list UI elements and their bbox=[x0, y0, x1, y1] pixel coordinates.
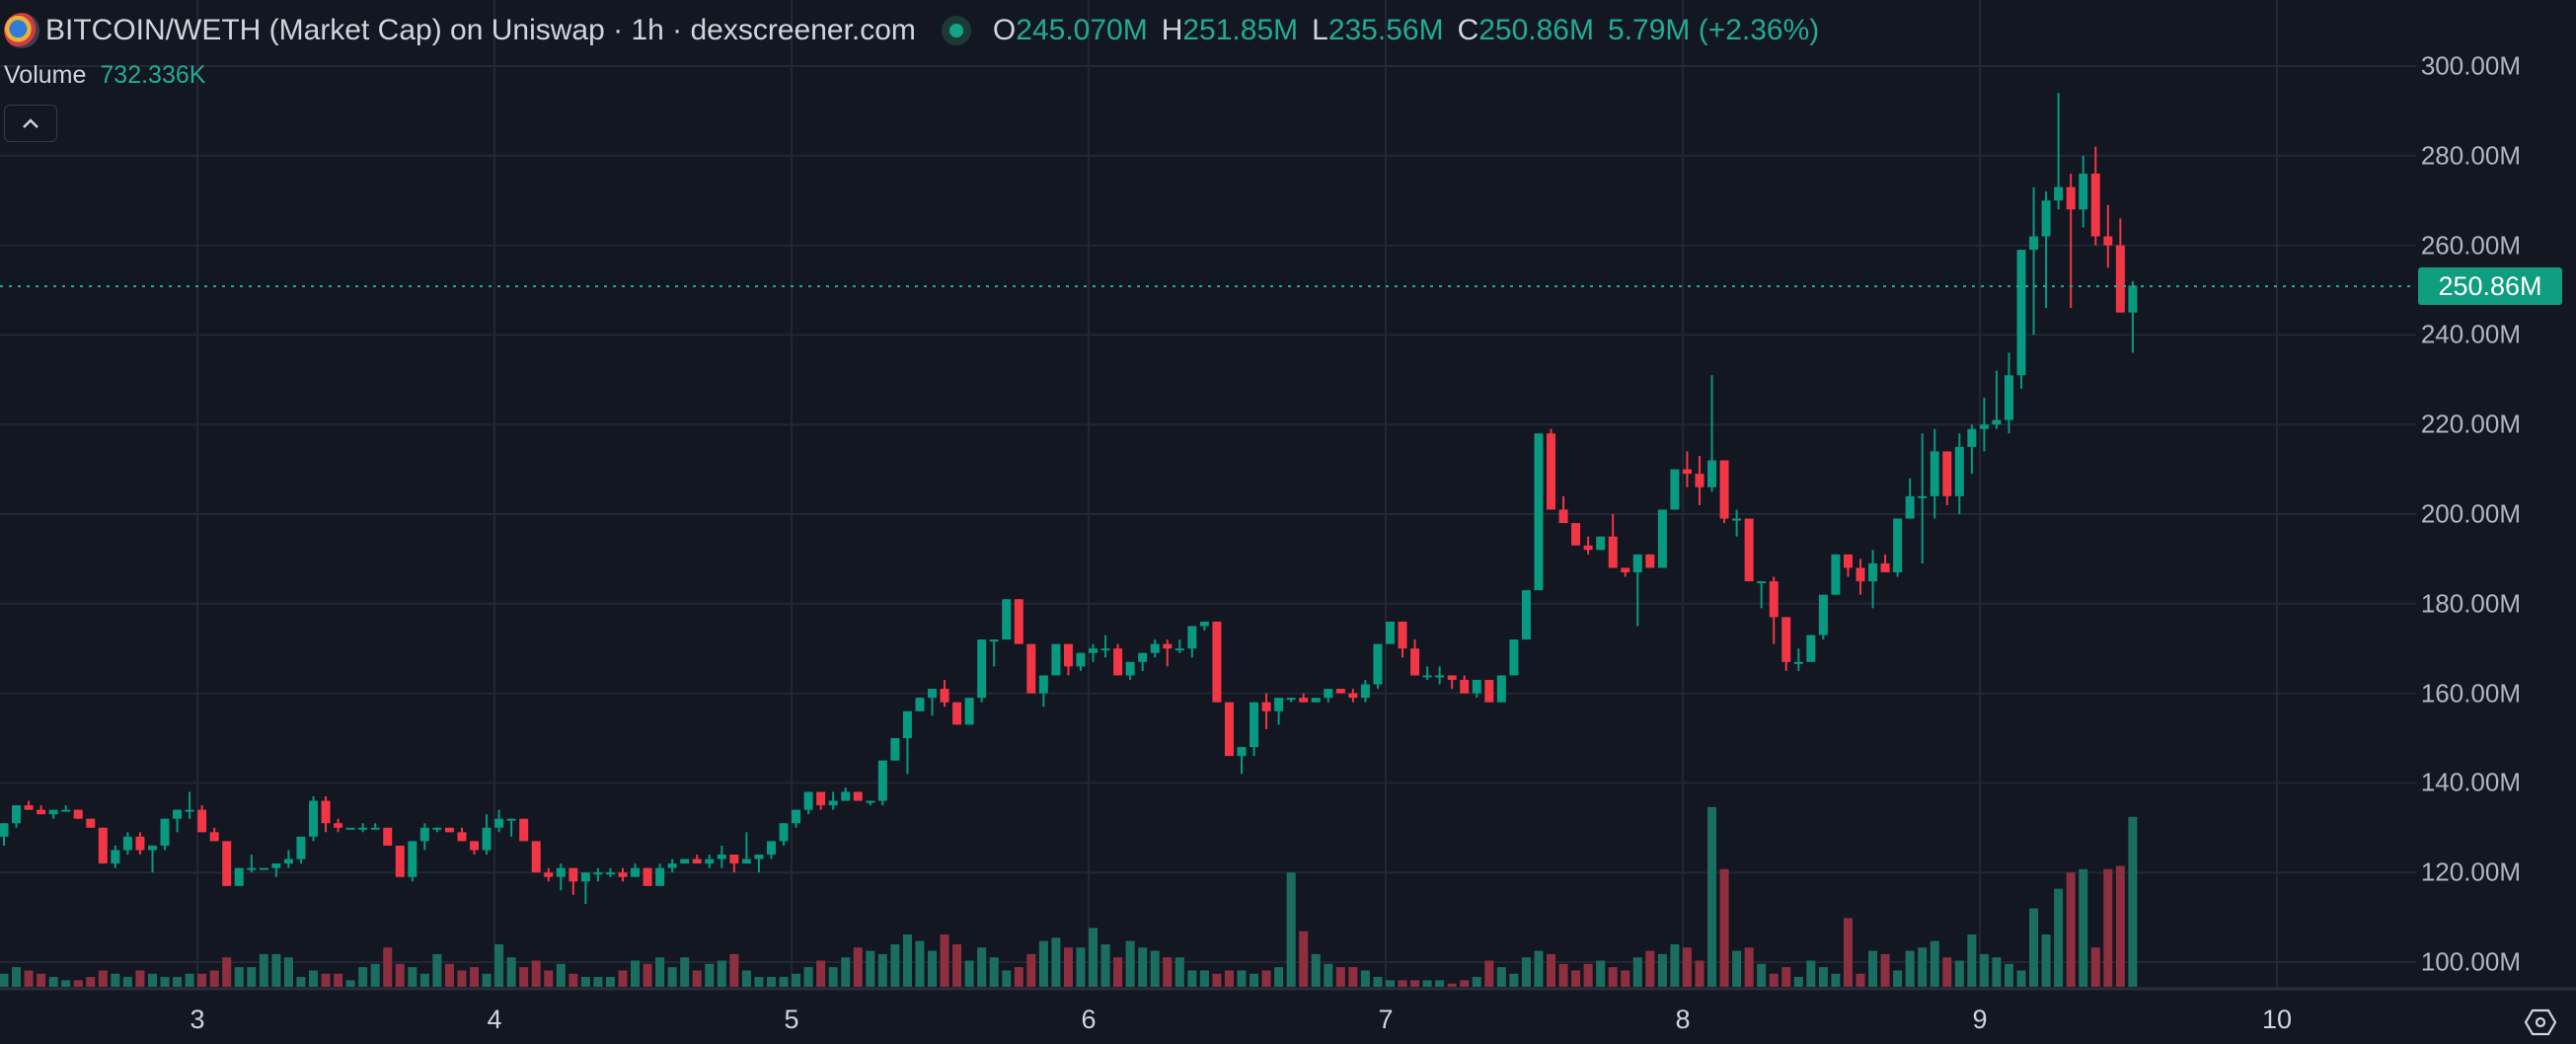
open-value: 245.070M bbox=[1016, 14, 1148, 46]
chevron-up-icon bbox=[23, 118, 38, 128]
price-axis-label: 180.00M bbox=[2420, 588, 2521, 619]
price-axis-label: 200.00M bbox=[2420, 498, 2521, 529]
time-axis-label: 8 bbox=[1675, 1005, 1691, 1034]
price-axis-label: 220.00M bbox=[2420, 409, 2521, 439]
time-axis-label: 5 bbox=[784, 1005, 799, 1034]
time-axis-label: 3 bbox=[189, 1005, 205, 1034]
time-axis-label: 10 bbox=[2261, 1005, 2293, 1034]
gear-hexagon-icon[interactable] bbox=[2523, 1005, 2558, 1040]
time-axis-label: 6 bbox=[1081, 1005, 1097, 1034]
open-label: O bbox=[992, 14, 1017, 46]
market-status-icon bbox=[941, 16, 971, 45]
collapse-legend-button[interactable] bbox=[4, 105, 57, 142]
volume-legend: Volume 732.336K bbox=[4, 61, 205, 90]
price-axis-label: 260.00M bbox=[2420, 230, 2521, 261]
price-axis-label: 300.00M bbox=[2420, 50, 2521, 81]
time-axis-label: 7 bbox=[1378, 1005, 1394, 1034]
close-label: C bbox=[1457, 14, 1479, 46]
chart-legend: BITCOIN/WETH (Market Cap) on Uniswap · 1… bbox=[0, 10, 1819, 51]
change-value: 5.79M (+2.36%) bbox=[1607, 14, 1820, 46]
time-axis-label: 9 bbox=[1972, 1005, 1988, 1034]
price-axis-label: 280.00M bbox=[2420, 140, 2521, 171]
price-axis-label: 160.00M bbox=[2420, 678, 2521, 708]
high-label: H bbox=[1161, 14, 1183, 46]
price-axis-label: 240.00M bbox=[2420, 319, 2521, 349]
price-axis-label: 120.00M bbox=[2420, 857, 2521, 887]
low-value: 235.56M bbox=[1327, 14, 1444, 46]
price-axis-label: 140.00M bbox=[2420, 767, 2521, 797]
time-axis-label: 4 bbox=[487, 1005, 502, 1034]
low-label: L bbox=[1312, 14, 1328, 46]
high-value: 251.85M bbox=[1182, 14, 1299, 46]
close-value: 250.86M bbox=[1478, 14, 1594, 46]
ohlc-values: O 245.070M H 251.85M L 235.56M C 250.86M… bbox=[993, 14, 1819, 47]
current-price-tag: 250.86M bbox=[2418, 267, 2562, 306]
price-axis-label: 100.00M bbox=[2420, 946, 2521, 977]
chart-title: BITCOIN/WETH (Market Cap) on Uniswap · 1… bbox=[45, 14, 916, 46]
volume-value: 732.336K bbox=[100, 61, 206, 89]
volume-label: Volume bbox=[4, 61, 87, 89]
token-logo-icon bbox=[4, 13, 39, 48]
